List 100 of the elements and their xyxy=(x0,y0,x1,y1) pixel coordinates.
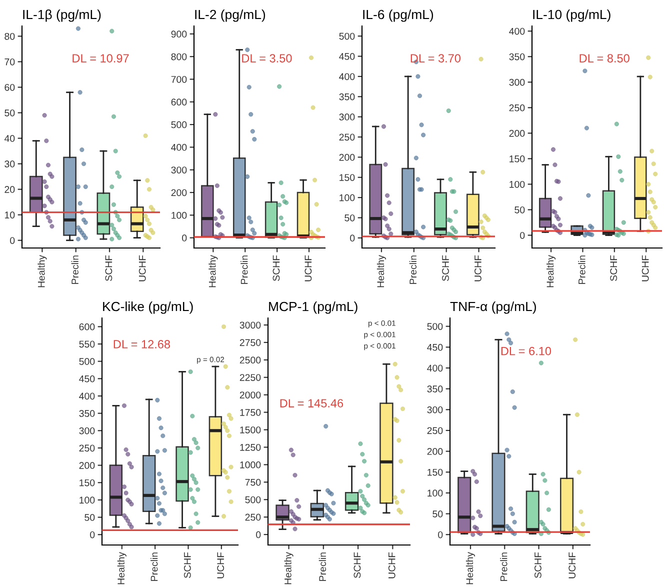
y-tick-label: 150 xyxy=(510,155,525,162)
y-tick-label: 250 xyxy=(427,427,443,434)
y-tick-label: 70 xyxy=(4,58,15,66)
y-tick-label: 400 xyxy=(427,364,443,372)
annotation: DL = 10.97 xyxy=(72,54,129,62)
x-tick-label: UCHF xyxy=(642,255,649,282)
y-tick-label: 150 xyxy=(428,468,443,476)
y-tick-label: 20 xyxy=(4,186,15,193)
y-tick-label: 2250 xyxy=(240,374,261,381)
x-tick-label: Healthy xyxy=(284,552,294,584)
x-tick-label: Preclin xyxy=(318,552,326,581)
chart-title: KC-like (pg/mL) xyxy=(103,301,193,314)
y-tick-label: 80 xyxy=(4,32,15,40)
x-tick-label: UCHF xyxy=(217,552,224,578)
annotation: DL = 3.50 xyxy=(242,54,292,62)
y-tick-label: 150 xyxy=(340,174,355,181)
y-tick-label: 1000 xyxy=(240,461,261,468)
x-tick-label: UCHF xyxy=(304,255,312,282)
x-tick-label: UCHF xyxy=(568,552,576,578)
y-tick-label: 250 xyxy=(339,134,355,141)
y-tick-label: 40 xyxy=(4,135,15,142)
x-tick-label: Preclin xyxy=(150,552,158,581)
y-tick-label: 3000 xyxy=(240,322,261,329)
y-tick-label: 250 xyxy=(245,514,261,521)
y-tick-label: 200 xyxy=(427,448,443,455)
x-tick-label: Healthy xyxy=(38,254,47,288)
x-tick-label: Healthy xyxy=(208,254,218,288)
y-tick-label: 400 xyxy=(79,392,95,400)
x-tick-label: SCHF xyxy=(610,255,618,281)
y-tick-label: 0 xyxy=(438,531,443,538)
y-tick-label: 550 xyxy=(79,340,95,348)
x-tick-label: UCHF xyxy=(388,552,396,578)
y-tick-label: 0 xyxy=(10,237,15,244)
chart-title: IL-1β (pg/mL) xyxy=(23,9,101,22)
chart-title: TNF-α (pg/mL) xyxy=(450,301,536,314)
y-tick-label: 300 xyxy=(339,114,355,120)
y-tick-label: 50 xyxy=(84,514,95,521)
y-tick-label: 200 xyxy=(509,130,525,137)
x-tick-label: SCHF xyxy=(354,552,361,578)
x-tick-label: SCHF xyxy=(534,552,542,578)
y-tick-label: 50 xyxy=(344,214,355,222)
y-tick-label: 500 xyxy=(245,496,261,504)
y-tick-label: 2500 xyxy=(240,356,261,364)
y-tick-label: 200 xyxy=(339,154,355,161)
x-tick-label: Healthy xyxy=(117,552,126,584)
x-tick-label: SCHF xyxy=(442,255,449,281)
y-tick-label: 30 xyxy=(4,160,15,168)
y-tick-label: 500 xyxy=(171,121,187,128)
chart-title: IL-10 (pg/mL) xyxy=(533,9,610,22)
chart-title: IL-6 (pg/mL) xyxy=(363,9,434,22)
y-tick-label: 300 xyxy=(171,166,187,174)
annotation: DL = 145.46 xyxy=(280,399,344,408)
y-tick-label: 900 xyxy=(171,30,187,38)
y-tick-label: 500 xyxy=(339,32,355,40)
y-tick-label: 2000 xyxy=(240,392,261,398)
y-tick-label: 0 xyxy=(256,531,261,538)
y-tick-label: 400 xyxy=(509,28,525,35)
y-tick-label: 1500 xyxy=(240,426,261,434)
x-tick-label: Preclin xyxy=(240,256,248,284)
y-tick-label: 100 xyxy=(172,212,187,219)
y-tick-label: 450 xyxy=(427,344,443,351)
x-tick-label: Preclin xyxy=(409,256,417,284)
y-tick-label: 100 xyxy=(340,194,355,202)
y-tick-label: 500 xyxy=(427,323,443,330)
y-tick-label: 2750 xyxy=(240,339,261,346)
y-tick-label: 800 xyxy=(171,53,187,60)
y-tick-label: 1250 xyxy=(240,444,261,451)
annotation: DL = 12.68 xyxy=(114,340,170,348)
y-tick-label: 350 xyxy=(427,386,443,392)
y-tick-label: 300 xyxy=(79,427,95,434)
y-tick-label: 350 xyxy=(339,93,355,100)
y-tick-label: 600 xyxy=(79,323,95,330)
y-tick-label: 0 xyxy=(350,234,355,242)
y-tick-label: 60 xyxy=(4,84,15,91)
y-tick-label: 450 xyxy=(339,53,355,60)
x-tick-label: Healthy xyxy=(546,254,556,288)
annotation: DL = 8.50 xyxy=(580,54,630,62)
y-tick-label: 1750 xyxy=(240,409,261,416)
chart-title: IL-2 (pg/mL) xyxy=(195,9,266,22)
y-tick-label: 500 xyxy=(79,358,95,365)
y-tick-label: 600 xyxy=(171,98,187,106)
y-tick-label: 0 xyxy=(90,531,95,538)
x-tick-label: SCHF xyxy=(272,255,280,281)
y-tick-label: 0 xyxy=(520,232,525,239)
y-tick-label: 100 xyxy=(510,180,525,188)
x-tick-label: Preclin xyxy=(71,256,78,284)
y-tick-label: 350 xyxy=(509,53,525,60)
y-tick-label: 300 xyxy=(509,78,525,86)
y-tick-label: 150 xyxy=(80,479,95,486)
y-tick-label: 450 xyxy=(79,375,95,382)
x-tick-label: SCHF xyxy=(184,552,191,578)
y-tick-label: 0 xyxy=(182,234,187,242)
y-tick-label: 300 xyxy=(427,406,443,414)
y-tick-label: 700 xyxy=(171,76,187,83)
y-tick-label: 10 xyxy=(4,212,15,218)
x-tick-label: UCHF xyxy=(474,255,482,282)
y-tick-label: 350 xyxy=(79,410,95,417)
y-tick-label: 50 xyxy=(4,109,15,116)
x-tick-label: UCHF xyxy=(138,255,146,282)
y-tick-label: 750 xyxy=(245,478,261,486)
